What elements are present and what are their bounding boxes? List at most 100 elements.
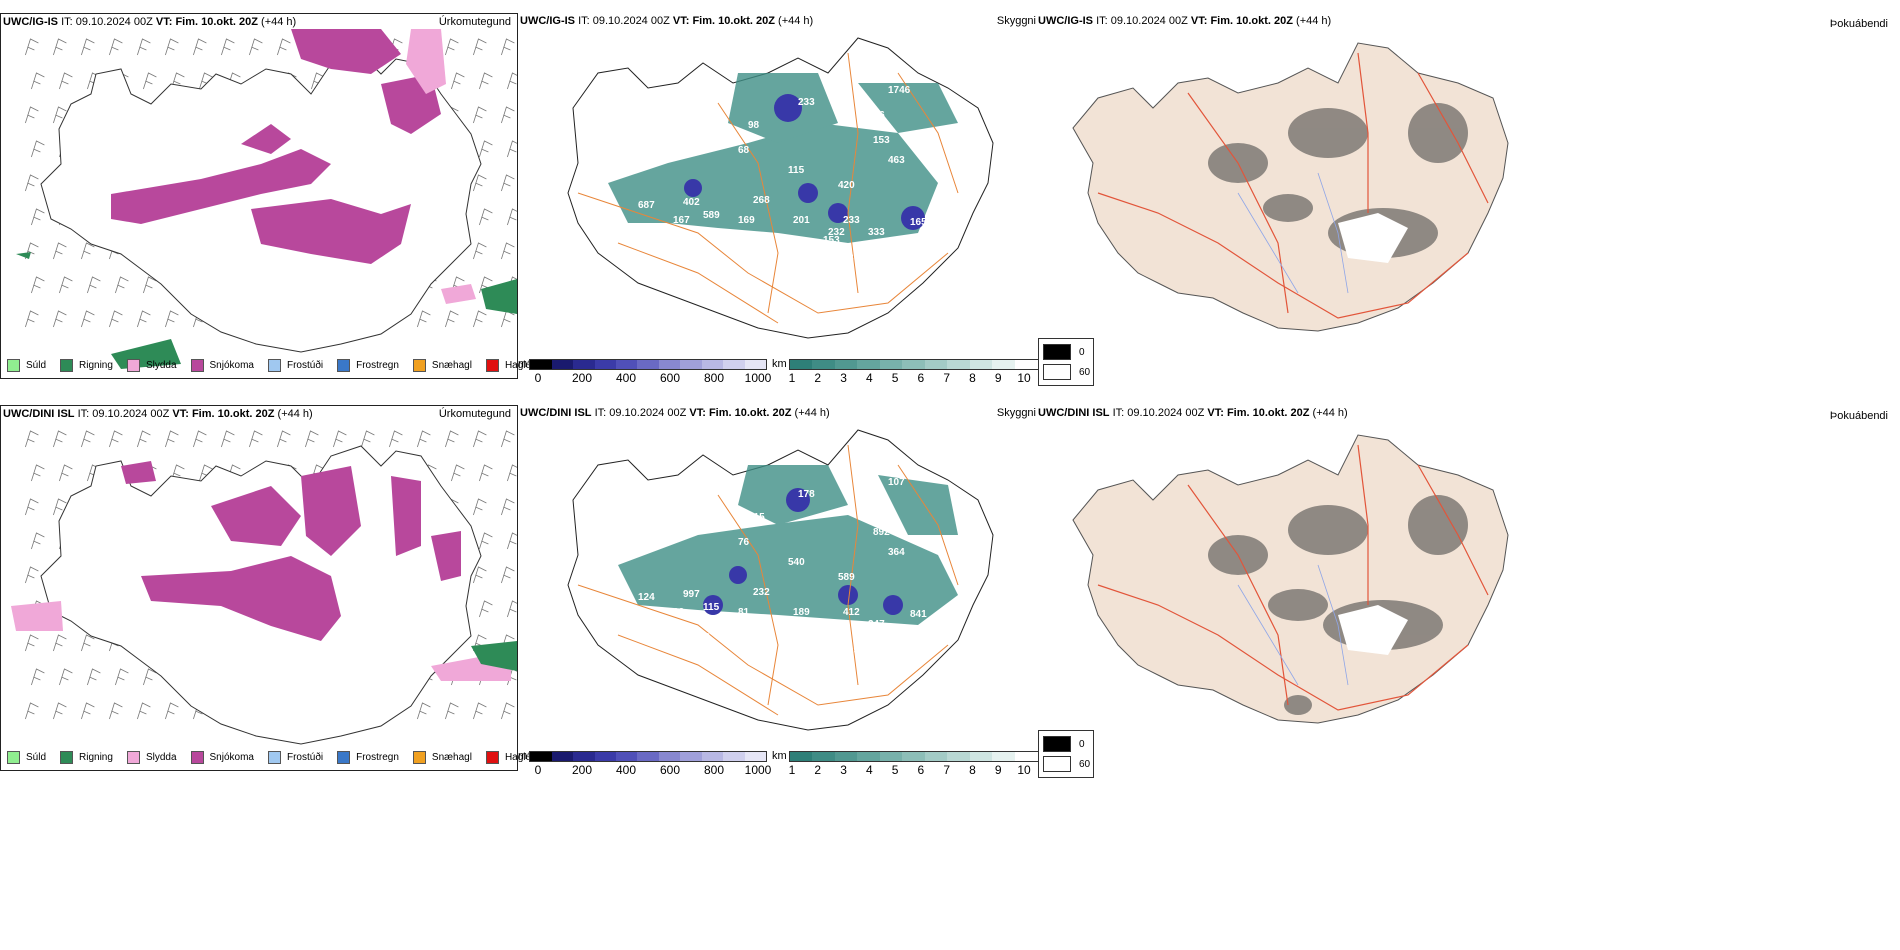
wind-barb (501, 106, 515, 124)
colorbar-tick-label: 800 (703, 763, 725, 777)
wind-barb (277, 38, 291, 56)
ceiling-label: 167 (673, 215, 690, 226)
wind-barb (59, 276, 73, 294)
wind-barb (115, 276, 129, 294)
wind-barb (333, 430, 347, 448)
colorbar-tick-label: 200 (571, 763, 593, 777)
lead-time: (+44 h) (277, 408, 313, 420)
legend-swatch (337, 751, 351, 764)
wind-barb (109, 38, 123, 56)
legend-label: Rigning (79, 360, 113, 371)
panel-title: Þokuábendi (1829, 410, 1888, 422)
it-label: IT: (77, 408, 90, 420)
colorbar-box (615, 360, 638, 369)
legend-item: Snæhagl (412, 751, 472, 764)
colorbar-tick-label: 7 (943, 763, 950, 777)
legend-swatch (7, 751, 20, 764)
wind-barb (445, 430, 459, 448)
roads (577, 444, 959, 716)
colorbar-box (812, 360, 835, 369)
glacier (1338, 605, 1408, 655)
ceiling-label: 115 (703, 602, 720, 613)
legend-label: Frostregn (356, 752, 399, 763)
ceiling-label: 165 (910, 217, 927, 228)
lead-time: (+44 h) (1296, 15, 1332, 27)
ceiling-fill (703, 488, 903, 615)
colorbar-box (947, 360, 970, 369)
panel-title: Úrkomutegund (438, 408, 511, 420)
wind-barb (109, 702, 123, 720)
ceiling-label: 124 (868, 502, 885, 513)
wind-barb (451, 72, 465, 90)
wind-barb (165, 430, 179, 448)
ceiling-label: 76 (738, 537, 750, 548)
legend-item: Frostregn (337, 751, 399, 764)
colorbar-box (551, 360, 574, 369)
colorbar-tick-label: 4 (865, 763, 873, 777)
wind-barb (507, 208, 517, 226)
fog-header-row1: UWC/IG-IS IT: 09.10.2024 00Z VT: Fim. 10… (1038, 15, 1331, 27)
wind-barb (451, 464, 465, 482)
wind-barb (53, 310, 67, 328)
wind-barb (249, 430, 263, 448)
legend-item: Haglél (485, 359, 533, 372)
wind-barb (31, 72, 45, 90)
legend-label: Frostúði (286, 360, 324, 371)
model-name: UWC/IG-IS (1038, 15, 1093, 27)
ceiling-label: 589 (838, 572, 855, 583)
wind-barb (479, 600, 493, 618)
wind-barb (479, 72, 493, 90)
wind-barb (305, 430, 319, 448)
wind-barb (25, 566, 39, 584)
fog-low-label: 60 (1079, 758, 1091, 770)
vt-label: VT: (1190, 15, 1208, 27)
colorbar-box (879, 360, 903, 369)
precip-type-panel-row2: UWC/DINI ISL IT: 09.10.2024 00Z VT: Fim.… (0, 405, 533, 771)
vt-value: Fim. 10.okt. 20Z (1210, 15, 1293, 27)
ceiling-label: 1746 (888, 85, 911, 96)
legend-swatch (7, 359, 20, 372)
wind-barb (81, 634, 95, 652)
precip-legend-row1: Súld Rigning Slydda Snjókoma Frostúði Frostre… (7, 359, 533, 372)
wind-barb (501, 38, 515, 56)
ceiling-label: 153 (823, 235, 840, 246)
coastline (40, 53, 482, 353)
legend-label: Snjókoma (209, 752, 254, 763)
it-label: IT: (61, 16, 73, 28)
legend-swatch (412, 359, 426, 372)
wind-barb (137, 310, 151, 328)
legend-label: Slydda (145, 752, 177, 763)
it-value: 09.10.2024 00Z (75, 16, 153, 28)
ceiling-label: 315 (748, 512, 765, 523)
fog-roads (1097, 52, 1489, 319)
precip-header-row1: UWC/IG-IS IT: 09.10.2024 00Z VT: Fim. 10… (3, 16, 296, 28)
colorbar-box (701, 360, 724, 369)
legend-label: Snjókoma (209, 360, 254, 371)
wind-barb (165, 702, 179, 720)
ceiling-label: 298 (693, 632, 710, 643)
legend-swatch (190, 751, 204, 764)
colorbar-tick-label: 8 (969, 371, 976, 385)
colorbar-box (530, 752, 552, 761)
colorbar-tick-label: 1000 (744, 763, 772, 777)
wind-barb (165, 310, 179, 328)
ceiling-label: 124 (638, 592, 655, 603)
it-value: 09.10.2024 00Z (92, 408, 170, 420)
fog-low-swatch (1043, 364, 1071, 380)
precip-map-row1 (16, 29, 517, 369)
panel-title: Úrkomutegund (438, 16, 511, 28)
colorbar-box (902, 752, 925, 761)
ceiling-label: 178 (798, 489, 815, 500)
precip-legend-row2: Súld Rigning Slydda Snjókoma Frostúði Frostre… (7, 751, 533, 764)
colorbar-tick-label: 2 (814, 371, 822, 385)
colorbar-box (969, 752, 993, 761)
legend-item: Rigning (60, 751, 113, 764)
colorbar-box (789, 360, 813, 369)
wind-barb (249, 38, 263, 56)
colorbar-box (594, 752, 616, 761)
legend-label: Snæhagl (431, 752, 472, 763)
precip-type-panel-row1: UWC/IG-IS IT: 09.10.2024 00Z VT: Fim. 10… (0, 13, 533, 379)
ceiling-label: 347 (868, 619, 885, 630)
colorbar-tick-label: 9 (994, 371, 1002, 385)
colorbar-tick-label: 6 (917, 371, 925, 385)
